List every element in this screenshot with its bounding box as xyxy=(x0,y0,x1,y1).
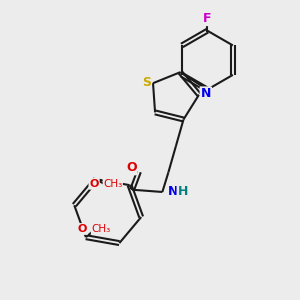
Text: CH₃: CH₃ xyxy=(92,224,111,234)
Text: S: S xyxy=(142,76,151,89)
Text: CH₃: CH₃ xyxy=(103,179,122,189)
Text: O: O xyxy=(78,224,87,234)
Text: N: N xyxy=(168,185,178,199)
Text: F: F xyxy=(203,12,212,25)
Text: H: H xyxy=(178,185,188,199)
Text: N: N xyxy=(201,87,211,101)
Text: O: O xyxy=(126,161,137,174)
Text: O: O xyxy=(89,179,99,189)
